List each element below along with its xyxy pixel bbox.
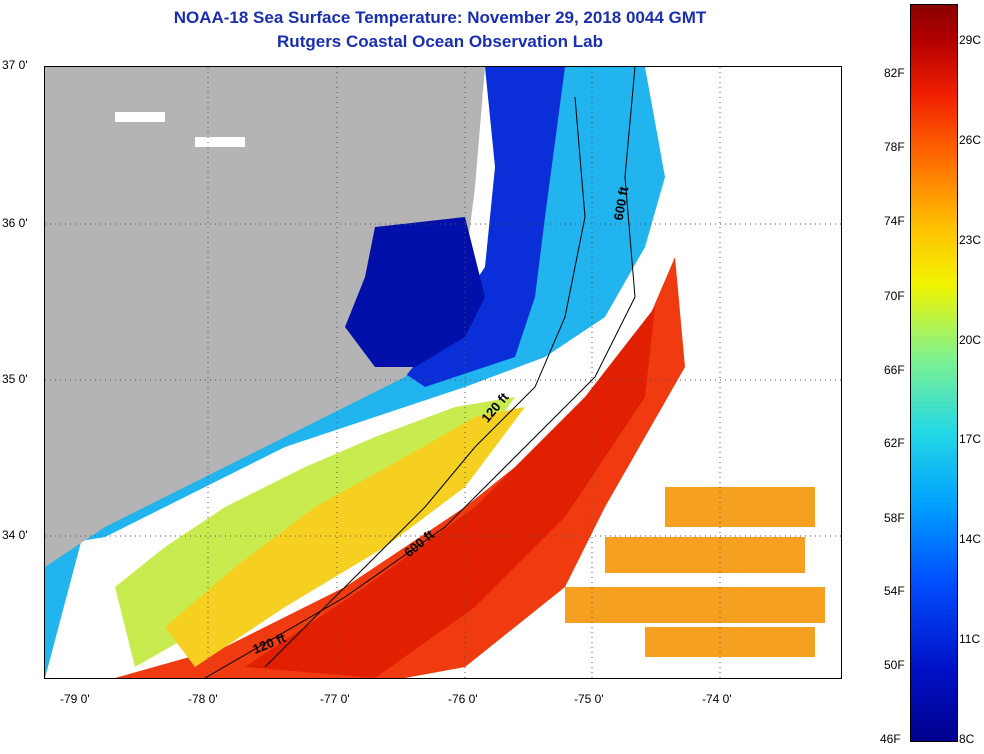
- land-mass: [45, 67, 485, 567]
- lon-label-77: -77 0': [320, 692, 350, 706]
- graticule: [45, 67, 841, 678]
- cb-c-17: 17C: [959, 432, 982, 446]
- map-subtitle: Rutgers Coastal Ocean Observation Lab: [277, 32, 603, 51]
- cb-f-62: 62F: [884, 436, 905, 450]
- cb-c-23: 23C: [959, 233, 982, 247]
- lon-label-79: -79 0': [60, 692, 90, 706]
- lat-label-34: 34 0': [2, 528, 28, 542]
- lon-label-76: -76 0': [448, 692, 478, 706]
- cb-f-66: 66F: [884, 363, 905, 377]
- cb-f-74: 74F: [884, 214, 905, 228]
- cb-c-26: 26C: [959, 133, 982, 147]
- cb-f-46: 46F: [880, 732, 901, 746]
- shelf-water-cool: [45, 67, 665, 678]
- lon-label-78: -78 0': [188, 692, 218, 706]
- lat-label-37: 37 0': [2, 58, 28, 72]
- cb-c-14: 14C: [959, 532, 982, 546]
- lat-label-35: 35 0': [2, 372, 28, 386]
- cb-f-50: 50F: [884, 658, 905, 672]
- sst-map: [44, 66, 842, 679]
- map-title: NOAA-18 Sea Surface Temperature: Novembe…: [173, 8, 707, 27]
- cb-c-29: 29C: [959, 33, 982, 47]
- lat-label-36: 36 0': [2, 216, 28, 230]
- cb-f-78: 78F: [884, 140, 905, 154]
- pamlico-sound: [345, 217, 485, 367]
- gulf-stream-core: [245, 307, 655, 678]
- temperature-colorbar: [910, 4, 958, 742]
- nearshore-cold: [395, 67, 565, 387]
- lakes: [115, 112, 245, 147]
- cb-f-82: 82F: [884, 66, 905, 80]
- cb-c-11: 11C: [959, 632, 981, 646]
- gulf-stream-warm: [115, 257, 685, 678]
- offshore-warm-patches: [565, 487, 825, 657]
- cb-f-58: 58F: [884, 511, 905, 525]
- cb-f-70: 70F: [884, 289, 905, 303]
- isobath-lines: [204, 67, 636, 678]
- shelf-water-yellow: [165, 407, 525, 667]
- lon-label-74: -74 0': [702, 692, 732, 706]
- cb-c-8: 8C: [959, 732, 975, 746]
- cb-c-20: 20C: [959, 333, 982, 347]
- cb-f-54: 54F: [884, 584, 905, 598]
- sst-map-svg: [45, 67, 841, 678]
- lon-label-75: -75 0': [574, 692, 604, 706]
